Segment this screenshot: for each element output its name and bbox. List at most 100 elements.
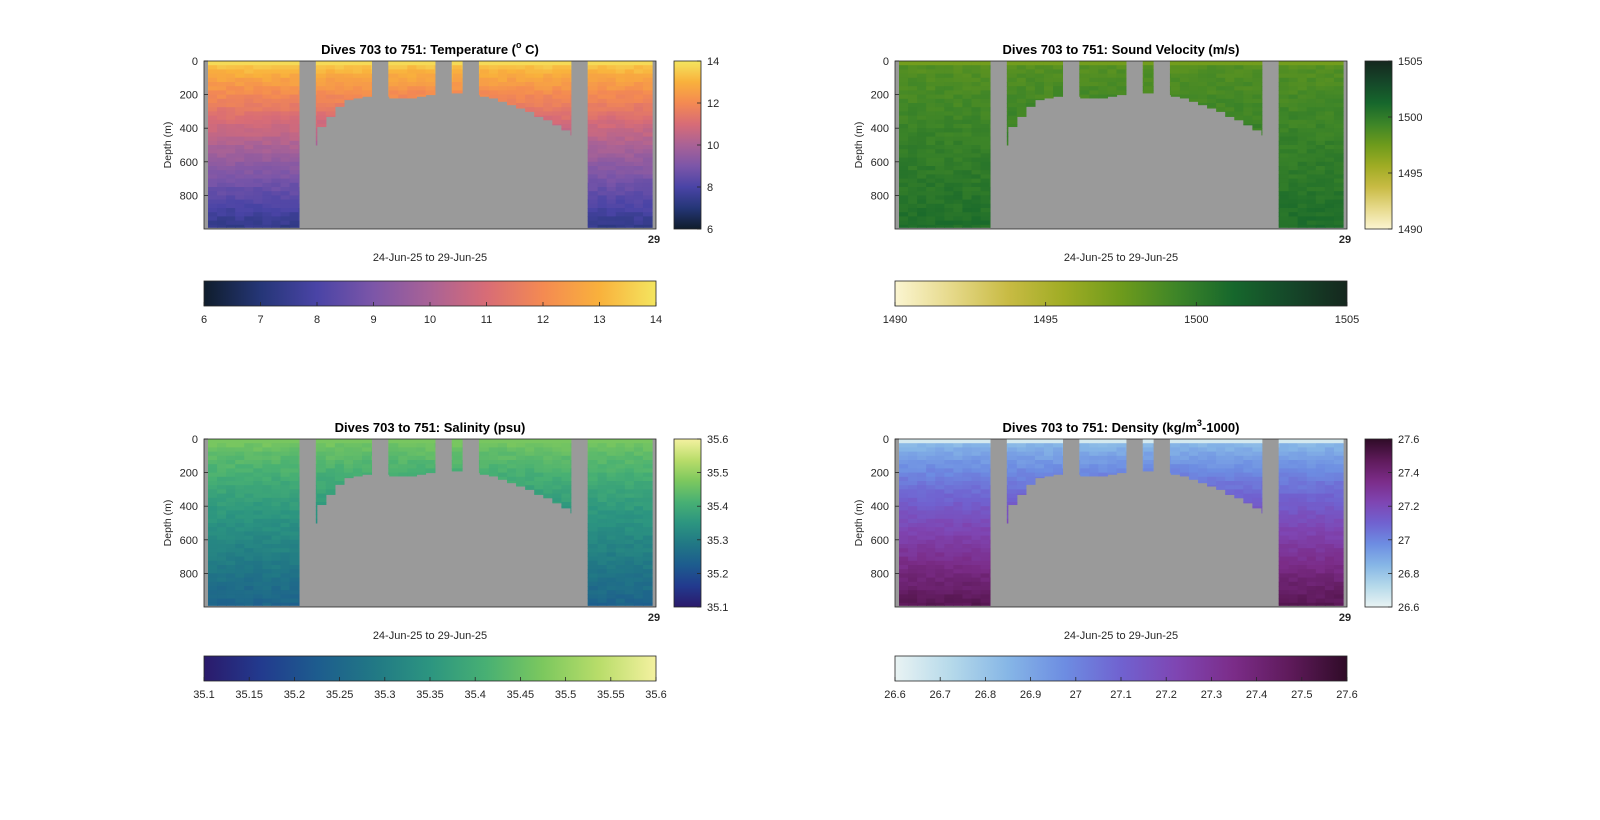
data-cell (971, 602, 982, 606)
data-cell (208, 451, 218, 457)
data-cell (1143, 86, 1154, 91)
data-cell (271, 531, 282, 537)
data-cell (1198, 439, 1208, 444)
data-cell (989, 439, 991, 444)
data-cell (280, 98, 291, 104)
data-cell (935, 220, 945, 226)
data-cell (971, 153, 982, 159)
data-cell (926, 573, 936, 579)
data-cell (1333, 161, 1344, 167)
data-cell (271, 476, 282, 482)
data-cell (1324, 485, 1335, 490)
data-cell (1333, 149, 1344, 154)
data-cell (315, 128, 318, 133)
data-cell (1169, 464, 1172, 469)
data-cell (642, 439, 653, 444)
data-cell (1324, 443, 1335, 448)
data-cell (343, 94, 354, 100)
data-cell (1006, 489, 1009, 495)
data-cell (989, 544, 991, 549)
data-cell (926, 439, 936, 444)
data-cell (642, 535, 653, 541)
data-cell (624, 195, 635, 201)
data-cell (1333, 460, 1344, 465)
data-cell (262, 199, 273, 205)
data-cell (1170, 439, 1181, 444)
data-cell (1261, 119, 1263, 125)
data-cell (971, 212, 982, 217)
data-cell (298, 94, 300, 100)
data-cell (1006, 94, 1009, 100)
data-cell (235, 128, 245, 133)
data-cell (289, 107, 300, 112)
data-cell (479, 73, 490, 79)
data-cell (606, 439, 617, 444)
data-cell (298, 103, 300, 108)
data-cell (642, 514, 653, 520)
data-cell (1279, 157, 1290, 163)
data-cell (899, 451, 909, 457)
data-cell (534, 77, 544, 83)
data-cell (935, 481, 945, 486)
data-cell (587, 447, 590, 453)
data-cell (1279, 493, 1290, 499)
data-cell (226, 90, 236, 96)
data-cell (971, 187, 982, 192)
data-cell (1297, 548, 1308, 553)
data-cell (587, 565, 590, 570)
data-cell (389, 61, 399, 66)
data-cell (1315, 598, 1326, 604)
data-cell (235, 182, 245, 188)
side-colorbar-tick-label: 35.2 (707, 568, 728, 580)
data-cell (899, 556, 909, 562)
data-cell (962, 69, 973, 75)
data-cell (298, 577, 300, 583)
data-cell (1216, 107, 1226, 112)
data-cell (1043, 90, 1054, 96)
data-cell (1306, 199, 1317, 205)
data-cell (244, 439, 254, 444)
data-cell (935, 451, 945, 457)
data-cell (935, 224, 945, 228)
data-cell (434, 464, 436, 469)
data-cell (253, 178, 263, 184)
data-cell (1225, 82, 1235, 87)
data-cell (899, 594, 909, 600)
data-cell (1025, 77, 1036, 83)
data-cell (1169, 439, 1172, 444)
data-cell (244, 98, 254, 104)
data-cell (1252, 472, 1263, 478)
data-cell (624, 565, 635, 570)
data-cell (1288, 439, 1299, 444)
data-cell (962, 128, 973, 133)
data-cell (1098, 472, 1109, 477)
data-cell (235, 510, 245, 516)
data-cell (1297, 523, 1308, 528)
data-cell (244, 86, 254, 91)
data-cell (1297, 220, 1308, 226)
data-cell (1207, 90, 1217, 96)
data-cell (235, 506, 245, 511)
data-cell (516, 73, 526, 79)
data-cell (1089, 65, 1099, 70)
data-cell (980, 174, 991, 180)
data-cell (989, 560, 991, 566)
data-cell (962, 447, 973, 453)
data-cell (588, 590, 599, 595)
data-cell (1225, 464, 1235, 469)
data-cell (271, 166, 282, 171)
data-cell (1079, 69, 1081, 75)
data-cell (1333, 468, 1344, 474)
data-cell (633, 531, 644, 537)
data-cell (516, 443, 526, 448)
data-cell (615, 548, 626, 553)
y-tick-label: 200 (180, 468, 198, 480)
data-cell (235, 203, 245, 209)
data-cell (899, 552, 909, 558)
data-cell (980, 506, 991, 511)
data-cell (235, 548, 245, 553)
data-cell (1333, 212, 1344, 217)
data-cell (1043, 472, 1054, 477)
data-cell (899, 216, 909, 222)
data-cell (543, 460, 553, 465)
